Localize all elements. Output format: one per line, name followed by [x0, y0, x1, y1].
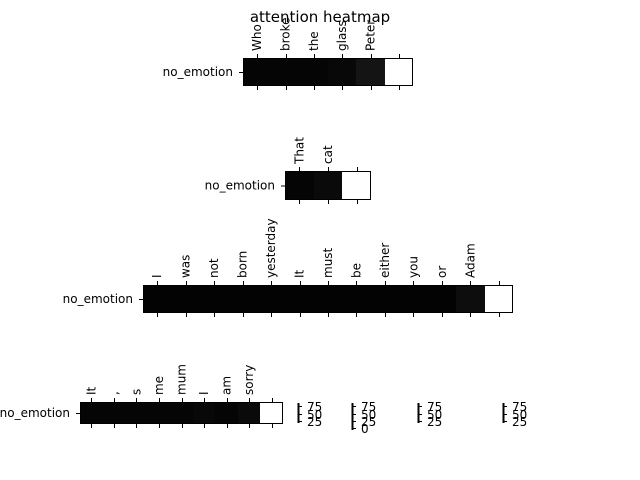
colorbar-tick-label: 25	[512, 415, 527, 429]
heatmap-cell	[399, 285, 428, 313]
token-label: or	[435, 266, 449, 278]
heatmap-cell	[300, 58, 328, 86]
token-label: Peter	[364, 20, 378, 51]
token-label: broke	[279, 17, 293, 51]
token-label: I	[197, 391, 211, 395]
heatmap-cell	[485, 285, 513, 313]
heatmap-cell	[170, 402, 193, 424]
colorbar-tick-label: 50	[361, 408, 376, 422]
heatmap-cell	[314, 285, 342, 313]
heatmap-cell	[328, 58, 356, 86]
token-label: Who	[250, 24, 264, 51]
chart-title: attention heatmap	[250, 8, 390, 26]
heatmap-cell	[314, 171, 342, 200]
colorbar-tick-label: 0	[361, 422, 369, 436]
heatmap-cell	[148, 402, 170, 424]
heatmap-cell	[342, 171, 371, 200]
heatmap-cell	[371, 285, 399, 313]
heatmap-cell	[193, 402, 215, 424]
colorbar-tick-label: 50	[427, 408, 442, 422]
token-label: s	[129, 389, 143, 395]
heatmap-frame	[143, 285, 513, 313]
heatmap-cell	[171, 285, 200, 313]
token-label: not	[207, 258, 221, 278]
heatmap-cell	[356, 58, 385, 86]
colorbar-tick-label: 25	[427, 415, 442, 429]
heatmap-frame	[243, 58, 413, 86]
heatmap-cell	[257, 285, 285, 313]
heatmap-cell	[285, 285, 314, 313]
token-label: Adam	[463, 243, 477, 278]
colorbar-tick-label: 75	[361, 400, 376, 414]
token-label: am	[220, 376, 234, 395]
token-label: ,	[107, 391, 121, 395]
heatmap-cell	[285, 171, 314, 200]
heatmap-frame	[80, 402, 283, 424]
colorbar-tick-label: 75	[512, 400, 527, 414]
heatmap-cell	[271, 58, 300, 86]
heatmap-cell	[238, 402, 260, 424]
row-label: no_emotion	[0, 406, 70, 420]
token-label: mum	[175, 364, 189, 395]
heatmap-cell	[456, 285, 485, 313]
heatmap-cell	[143, 285, 171, 313]
colorbar-tick-label: 75	[427, 400, 442, 414]
colorbar-tick-label: 50	[512, 408, 527, 422]
token-label: cat	[321, 145, 335, 164]
colorbar-tick-label: 50	[307, 408, 322, 422]
token-label: be	[349, 263, 363, 278]
token-label: the	[307, 31, 321, 51]
row-label: no_emotion	[63, 292, 133, 306]
colorbar-tick-label: 25	[361, 415, 376, 429]
colorbar-tick-label: 75	[307, 400, 322, 414]
heatmap-panels: Who broke the glass Peter no_emotion That cat no…	[0, 17, 513, 428]
token-label: It	[293, 269, 307, 278]
heatmap-cell	[428, 285, 456, 313]
row-label: no_emotion	[205, 179, 275, 193]
colorbar-tick-label: 25	[307, 415, 322, 429]
heatmap-panel: That cat no_emotion	[205, 137, 371, 204]
token-label: yesterday	[264, 218, 278, 278]
token-label: That	[292, 137, 306, 165]
token-label: me	[152, 376, 166, 395]
heatmap-cell	[200, 285, 228, 313]
token-label: born	[236, 251, 250, 278]
token-label: I	[150, 274, 164, 278]
heatmap-cell	[215, 402, 238, 424]
token-label: was	[179, 255, 193, 278]
token-label: either	[378, 243, 392, 278]
heatmap-cell	[243, 58, 271, 86]
token-label: you	[406, 256, 420, 278]
heatmap-cell	[103, 402, 125, 424]
token-label: sorry	[242, 365, 256, 395]
token-label: glass	[335, 20, 349, 51]
heatmap-cell	[80, 402, 103, 424]
row-label: no_emotion	[163, 65, 233, 79]
token-label: It	[84, 386, 98, 395]
heatmap-cell	[228, 285, 257, 313]
heatmap-cell	[125, 402, 148, 424]
heatmap-panel: Who broke the glass Peter no_emotion	[163, 17, 413, 90]
heatmap-cell	[342, 285, 371, 313]
heatmap-cell	[385, 58, 413, 86]
heatmap-frame	[285, 171, 371, 200]
heatmap-cell	[260, 402, 283, 424]
token-label: must	[321, 247, 335, 278]
